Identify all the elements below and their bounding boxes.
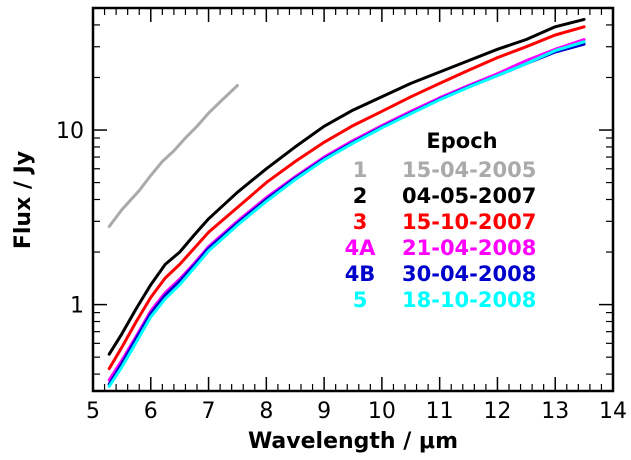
x-axis-title: Wavelength / μm: [248, 429, 458, 454]
legend-series-date: 04-05-2007: [402, 184, 536, 208]
x-tick-label: 14: [599, 399, 627, 424]
x-tick-label: 8: [259, 399, 273, 424]
x-tick-label: 11: [426, 399, 454, 424]
y-tick-label: 1: [70, 294, 84, 319]
x-tick-label: 9: [317, 399, 331, 424]
legend-series-name: 4A: [345, 236, 377, 260]
x-tick-label: 10: [368, 399, 396, 424]
x-tick-label: 12: [483, 399, 511, 424]
y-axis-title: Flux / Jy: [11, 151, 36, 249]
legend-series-date: 15-10-2007: [402, 210, 536, 234]
series-lines: [107, 17, 586, 388]
legend: 1 15-04-2005 2 04-05-2007 3 15-10-2007 4A 21-04…: [345, 158, 537, 312]
series-line-2: [107, 17, 586, 356]
x-tick-label: 7: [202, 399, 216, 424]
legend-series-date: 30-04-2008: [402, 262, 536, 286]
x-tick-label: 5: [86, 399, 100, 424]
legend-series-name: 5: [353, 288, 368, 312]
series-line-5: [107, 40, 586, 388]
legend-series-date: 15-04-2005: [402, 158, 536, 182]
legend-series-name: 4B: [345, 262, 376, 286]
legend-series-date: 21-04-2008: [402, 236, 536, 260]
legend-series-name: 2: [353, 184, 368, 208]
series-line-3: [107, 25, 586, 371]
x-tick-label: 6: [144, 399, 158, 424]
legend-title: Epoch: [426, 129, 497, 153]
legend-series-date: 18-10-2008: [402, 288, 536, 312]
legend-series-name: 1: [353, 158, 368, 182]
y-tick-label: 10: [56, 119, 84, 144]
x-tick-label: 13: [541, 399, 569, 424]
series-line-1: [107, 84, 239, 228]
legend-series-name: 3: [353, 210, 368, 234]
